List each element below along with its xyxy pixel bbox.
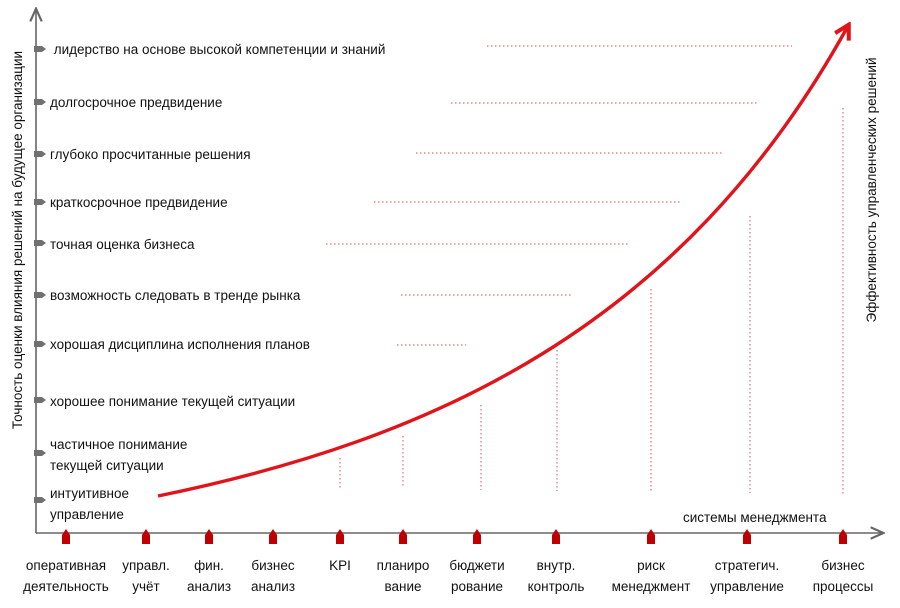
system-marker xyxy=(552,529,560,544)
system-label: анализ xyxy=(251,579,295,594)
level-label: глубоко просчитанные решения xyxy=(50,147,251,162)
system-label: бюджети xyxy=(449,558,504,573)
system-label: KPI xyxy=(329,558,351,573)
system-marker xyxy=(647,529,655,544)
level-marker xyxy=(34,450,46,456)
bottom-axis-title: системы менеджмента xyxy=(683,510,827,525)
level-label: интуитивное xyxy=(50,486,129,501)
system-label: бизнес xyxy=(821,558,864,573)
level-marker xyxy=(34,46,46,52)
level-label: текущей ситуации xyxy=(50,458,164,473)
system-label: контроль xyxy=(528,579,585,594)
system-label: учёт xyxy=(132,579,159,594)
level-label: хорошее понимание текущей ситуации xyxy=(50,394,295,409)
system-label: бизнес xyxy=(251,558,294,573)
system-marker xyxy=(399,529,407,544)
system-label: вание xyxy=(384,579,421,594)
system-label: анализ xyxy=(187,579,231,594)
level-label: хорошая дисциплина исполнения планов xyxy=(50,337,310,352)
level-marker xyxy=(34,151,46,157)
system-label: внутр. xyxy=(537,558,576,573)
system-label: риск xyxy=(637,558,665,573)
level-marker xyxy=(34,240,46,246)
level-marker xyxy=(34,199,46,205)
level-marker xyxy=(34,341,46,347)
level-label: управление xyxy=(50,507,124,522)
level-marker xyxy=(34,497,46,503)
system-label: стратегич. xyxy=(715,558,779,573)
system-label: деятельность xyxy=(23,579,109,594)
system-marker xyxy=(839,529,847,544)
level-marker xyxy=(34,292,46,298)
system-label: фин. xyxy=(194,558,224,573)
system-marker xyxy=(62,529,70,544)
right-axis-title: Эффективность управленческих решений xyxy=(864,58,879,323)
level-label: краткосрочное предвидение xyxy=(50,195,228,210)
level-label: долгосрочное предвидение xyxy=(50,95,222,110)
system-label: менеджмент xyxy=(612,579,691,594)
system-marker xyxy=(743,529,751,544)
level-marker xyxy=(34,99,46,105)
left-axis-title: Точность оценки влияния решений на будущ… xyxy=(10,51,25,429)
system-label: рование xyxy=(451,579,503,594)
system-label: планиро xyxy=(377,558,430,573)
level-label: частичное понимание xyxy=(50,437,187,452)
effectiveness-curve xyxy=(157,26,848,498)
level-label: лидерство на основе высокой компетенции … xyxy=(50,42,385,57)
system-marker xyxy=(269,529,277,544)
guide-lines xyxy=(326,45,844,494)
level-label: возможность следовать в тренде рынка xyxy=(50,288,301,303)
system-marker xyxy=(205,529,213,544)
system-marker xyxy=(473,529,481,544)
system-label: управление xyxy=(710,579,784,594)
system-label: управл. xyxy=(122,558,170,573)
level-labels: интуитивное управление частичное понимание… xyxy=(34,42,385,522)
level-marker xyxy=(34,397,46,403)
system-label: процессы xyxy=(813,579,874,594)
system-label: оперативная xyxy=(26,558,106,573)
system-marker xyxy=(336,529,344,544)
system-marker xyxy=(142,529,150,544)
level-label: точная оценка бизнеса xyxy=(50,237,195,252)
system-labels: оперативная деятельность управл. учёт фин. ан… xyxy=(23,529,873,594)
